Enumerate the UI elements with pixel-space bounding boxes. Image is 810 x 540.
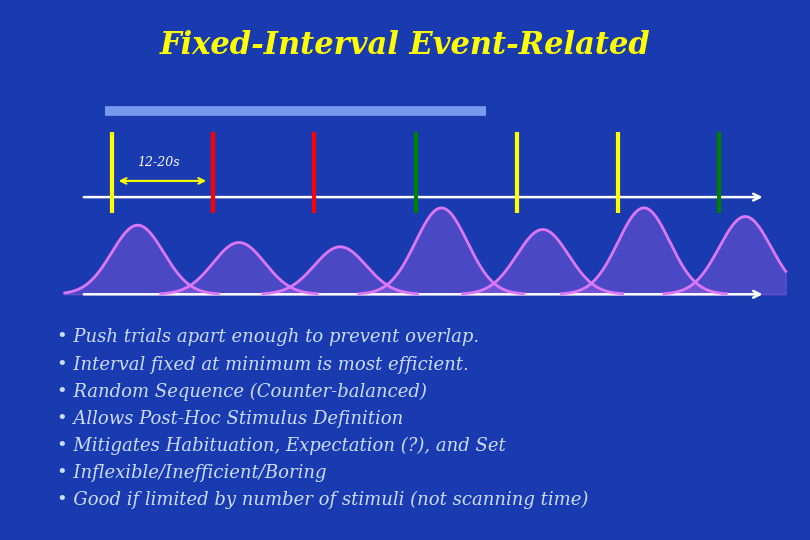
Text: • Mitigates Habituation, Expectation (?), and Set: • Mitigates Habituation, Expectation (?)… [57, 436, 505, 455]
Text: • Good if limited by number of stimuli (not scanning time): • Good if limited by number of stimuli (… [57, 490, 588, 509]
Text: • Interval fixed at minimum is most efficient.: • Interval fixed at minimum is most effi… [57, 355, 468, 374]
Text: Fixed-Interval Event-Related: Fixed-Interval Event-Related [160, 30, 650, 62]
Text: • Allows Post-Hoc Stimulus Definition: • Allows Post-Hoc Stimulus Definition [57, 409, 403, 428]
Text: 12-20s: 12-20s [137, 156, 179, 168]
Text: • Random Sequence (Counter-balanced): • Random Sequence (Counter-balanced) [57, 382, 427, 401]
Text: • Push trials apart enough to prevent overlap.: • Push trials apart enough to prevent ov… [57, 328, 479, 347]
Text: • Inflexible/Inefficient/Boring: • Inflexible/Inefficient/Boring [57, 463, 326, 482]
